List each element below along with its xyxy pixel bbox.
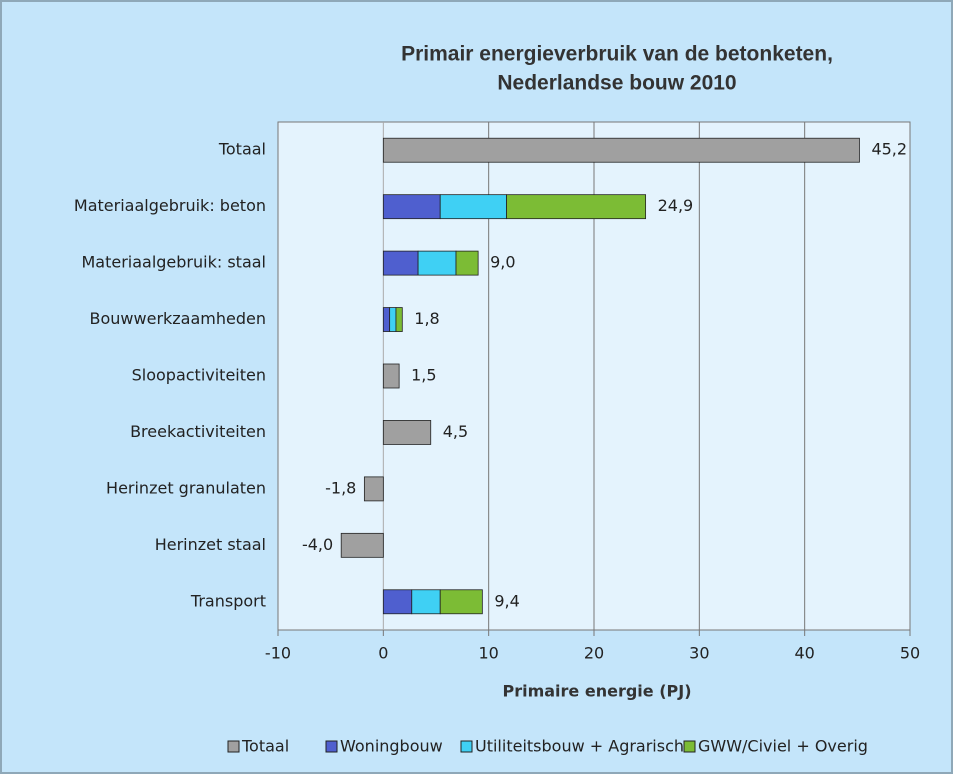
chart-subtitle: Nederlandse bouw 2010 [497,72,736,95]
y-tick-label: Breekactiviteiten [130,422,266,441]
x-tick-label: -10 [265,644,291,663]
bar-segment [382,137,860,163]
bar-segment [439,589,483,615]
legend-label: Utiliteitsbouw + Agrarisch [475,737,684,756]
data-label: 24,9 [658,196,694,215]
data-label: 9,4 [494,591,519,610]
bar-segment [382,420,432,445]
legend-swatch [460,740,473,753]
bar-segment [382,589,413,615]
legend-swatch [683,740,696,753]
x-tick-label: 30 [689,644,709,663]
bar-segment [382,363,400,389]
legend-label: Woningbouw [340,737,443,756]
x-tick-label: 20 [584,644,604,663]
data-label: 45,2 [871,140,907,159]
bar-segment [363,476,384,502]
bar-segment [382,194,441,220]
bar-segment [389,307,397,332]
bar-segment [417,250,457,276]
data-label: 1,5 [411,366,436,385]
bar-segment [382,307,391,332]
data-label: -4,0 [302,535,333,554]
x-tick-label: 40 [794,644,814,663]
y-tick-label: Herinzet granulaten [106,478,266,497]
y-tick-label: Sloopactiviteiten [132,366,266,385]
data-label: -1,8 [325,478,356,497]
data-label: 4,5 [443,422,468,441]
y-tick-label: Transport [190,591,266,610]
y-tick-label: Totaal [218,140,266,159]
bar-segment [340,532,384,558]
bar-segment [506,194,647,220]
bar-segment [439,194,507,220]
legend-label: GWW/Civiel + Overig [698,737,868,756]
x-tick-label: 50 [900,644,920,663]
bar-segment [455,250,479,276]
x-axis-label: Primaire energie (PJ) [502,682,691,701]
chart-title: Primair energieverbruik van de betonkete… [401,43,833,66]
data-label: 1,8 [414,309,439,328]
bar-segment [382,250,419,276]
legend-label: Totaal [241,737,289,756]
y-tick-label: Herinzet staal [155,535,266,554]
bar-segment [411,589,441,615]
y-tick-label: Materiaalgebruik: staal [81,253,266,272]
legend-swatch [325,740,338,753]
y-tick-label: Materiaalgebruik: beton [74,196,266,215]
x-tick-label: 0 [378,644,388,663]
x-tick-label: 10 [478,644,498,663]
y-tick-label: Bouwwerkzaamheden [90,309,266,328]
legend-swatch [227,740,240,753]
data-label: 9,0 [490,253,515,272]
bar-segment [395,307,403,332]
